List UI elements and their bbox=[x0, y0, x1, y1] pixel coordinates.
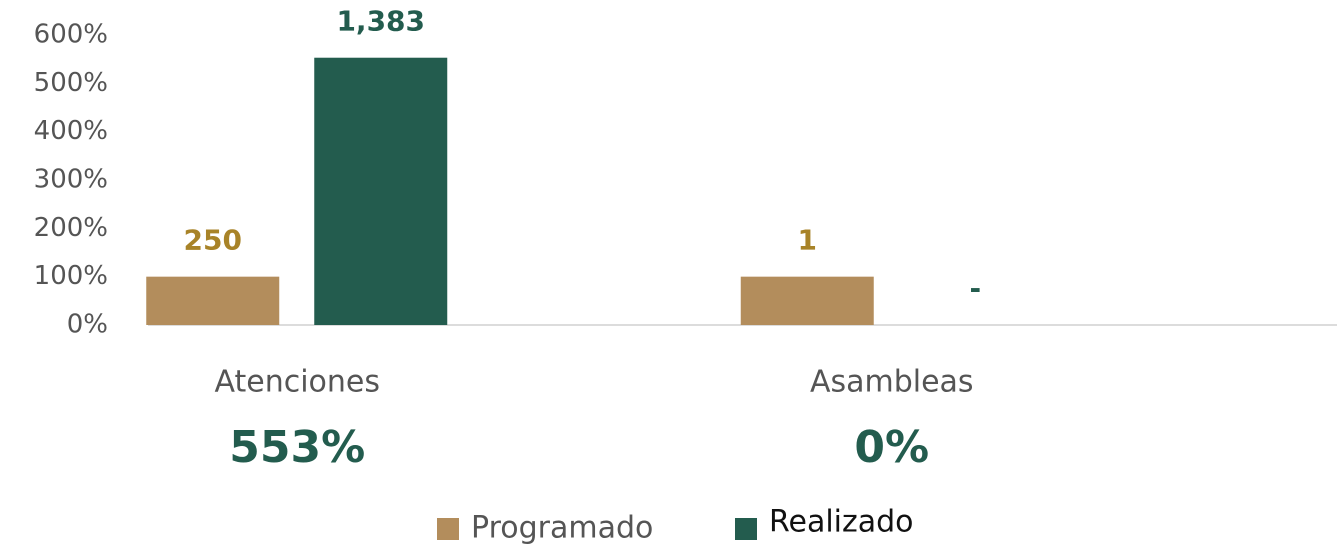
bar bbox=[146, 276, 280, 325]
y-tick-label: 0% bbox=[67, 310, 108, 340]
y-tick-label: 500% bbox=[34, 68, 108, 98]
bar bbox=[314, 57, 448, 325]
y-tick-label: 100% bbox=[34, 261, 108, 291]
legend-swatch bbox=[437, 518, 459, 540]
legend-label: Programado bbox=[471, 511, 653, 546]
y-tick-label: 300% bbox=[34, 165, 108, 195]
data-label: 1 bbox=[798, 224, 817, 257]
data-label: 1,383 bbox=[336, 5, 425, 38]
category-annotation: 553% bbox=[229, 422, 365, 473]
x-tick-label: Asambleas bbox=[810, 365, 974, 400]
y-tick-label: 600% bbox=[34, 20, 108, 50]
bar bbox=[740, 276, 874, 325]
legend-swatch bbox=[735, 518, 757, 540]
data-label: 250 bbox=[184, 224, 242, 257]
category-annotation: 0% bbox=[854, 422, 929, 473]
data-label: - bbox=[969, 272, 981, 305]
y-tick-label: 200% bbox=[34, 213, 108, 243]
legend-label: Realizado bbox=[769, 505, 914, 540]
x-tick-label: Atenciones bbox=[214, 365, 380, 400]
y-tick-label: 400% bbox=[34, 116, 108, 146]
